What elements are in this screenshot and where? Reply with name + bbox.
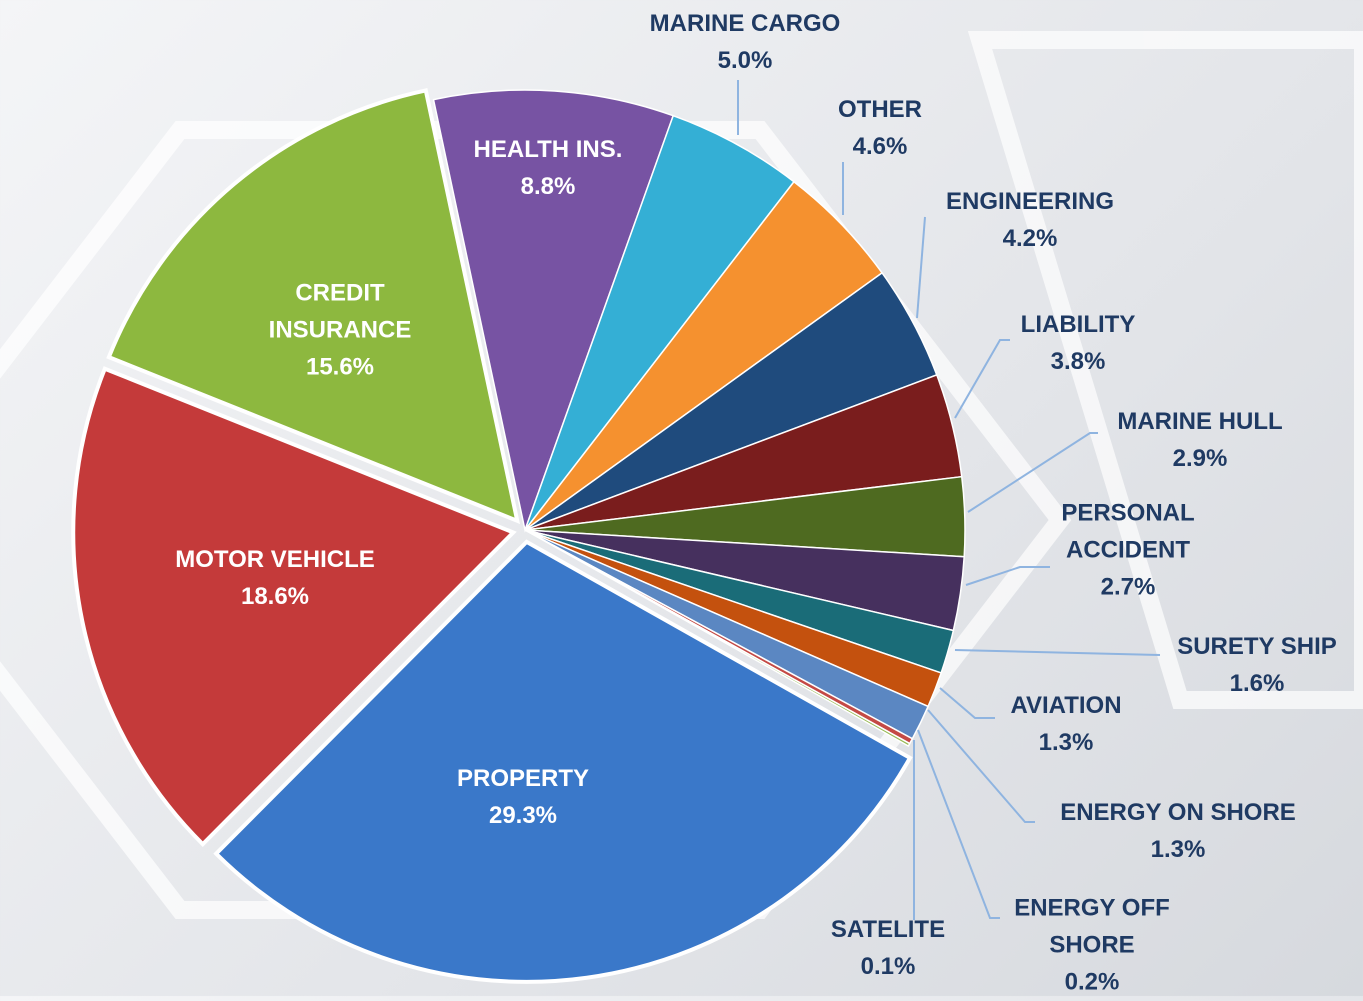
category-name: CREDIT INSURANCE xyxy=(268,279,412,344)
leader-line xyxy=(917,729,1000,919)
leader-line xyxy=(916,216,926,319)
value-label: 18.6% xyxy=(240,583,310,610)
pie-slice xyxy=(524,529,911,748)
leader-line xyxy=(939,687,995,719)
slices xyxy=(71,88,966,984)
pie-slice xyxy=(432,89,675,533)
value-label: 2.9% xyxy=(1172,445,1228,472)
value-label: 2.7% xyxy=(1100,573,1156,601)
value-label: 5.0% xyxy=(717,47,773,74)
leader-lines xyxy=(737,80,1161,920)
leader-line xyxy=(927,709,1035,823)
slice-label: MARINE CARGO 5.0% xyxy=(615,5,875,79)
leader-line xyxy=(954,339,1010,419)
slice-label: MARINE HULL 2.9% xyxy=(1090,403,1310,477)
category-name: AVIATION xyxy=(1010,692,1122,719)
value-label: 4.6% xyxy=(852,133,908,160)
slice-label: ENERGY OFF SHORE 0.2% xyxy=(1007,890,1177,1001)
slice-label: PERSONAL ACCIDENT 2.7% xyxy=(1043,495,1213,606)
value-label: 8.8% xyxy=(520,173,576,200)
category-name: OTHER xyxy=(838,96,922,123)
category-name: MARINE CARGO xyxy=(649,10,841,37)
category-name: ENGINEERING xyxy=(945,188,1115,215)
slice-label: SATELITE 0.1% xyxy=(813,911,963,985)
slice-label: ENERGY ON SHORE 1.3% xyxy=(1028,794,1328,868)
value-label: 0.1% xyxy=(860,953,916,980)
value-label: 0.2% xyxy=(1064,968,1120,996)
value-label: 1.3% xyxy=(1038,729,1094,756)
category-name: SATELITE xyxy=(830,916,946,943)
leader-line xyxy=(954,649,1161,656)
pie-slice xyxy=(71,366,517,848)
category-name: LIABILITY xyxy=(1020,311,1136,338)
category-name: MARINE HULL xyxy=(1117,408,1283,435)
slice-label: OTHER 4.6% xyxy=(820,91,940,165)
slice-label: ENGINEERING 4.2% xyxy=(920,183,1140,257)
value-label: 4.2% xyxy=(1002,225,1058,252)
value-label: 1.3% xyxy=(1150,836,1206,863)
pie-slice xyxy=(106,88,521,525)
category-name: MOTOR VEHICLE xyxy=(175,546,375,573)
value-label: 3.8% xyxy=(1050,348,1106,375)
category-name: ENERGY OFF SHORE xyxy=(1014,894,1170,959)
category-name: HEALTH INS. xyxy=(473,136,623,163)
slice-label: LIABILITY 3.8% xyxy=(998,306,1158,380)
category-name: PROPERTY xyxy=(456,765,590,792)
leader-line xyxy=(965,566,1050,586)
value-label: 29.3% xyxy=(488,802,558,829)
slice-label: SURETY SHIP 1.6% xyxy=(1157,628,1357,702)
category-name: ENERGY ON SHORE xyxy=(1060,799,1296,826)
slice-label: MOTOR VEHICLE 18.6% xyxy=(145,541,405,615)
pie-slice xyxy=(213,539,913,984)
slice-label: AVIATION 1.3% xyxy=(991,687,1141,761)
slice-label: HEALTH INS. 8.8% xyxy=(438,131,658,205)
leader-line xyxy=(967,432,1098,513)
category-name: PERSONAL ACCIDENT xyxy=(1061,499,1195,564)
slice-label: PROPERTY 29.3% xyxy=(413,760,633,834)
category-name: SURETY SHIP xyxy=(1177,633,1337,660)
slice-label: CREDIT INSURANCE 15.6% xyxy=(240,275,440,386)
value-label: 1.6% xyxy=(1229,670,1285,697)
value-label: 15.6% xyxy=(305,353,375,381)
